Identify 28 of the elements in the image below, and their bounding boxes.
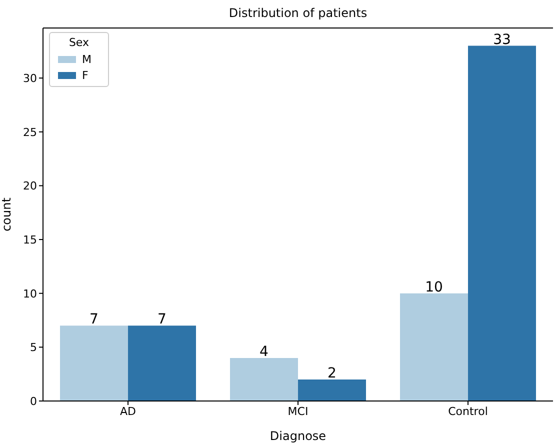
x-axis-title: Diagnose <box>270 429 326 443</box>
x-tick-label: MCI <box>288 404 308 418</box>
y-tick-label: 5 <box>30 341 37 354</box>
data-label: 10 <box>425 279 443 296</box>
bar <box>128 326 196 401</box>
legend-label: M <box>82 52 92 66</box>
data-label: 7 <box>90 312 98 328</box>
x-tick-label: Control <box>448 404 488 418</box>
chart-title: Distribution of patients <box>228 6 368 20</box>
y-tick-label: 0 <box>30 394 37 408</box>
legend-title: Sex <box>68 36 90 49</box>
bar <box>60 326 128 401</box>
bar <box>298 379 366 401</box>
x-tick-label: AD <box>120 404 136 418</box>
bar <box>230 358 298 401</box>
bar <box>400 293 468 401</box>
y-tick-label: 25 <box>23 126 37 139</box>
data-label: 7 <box>158 312 166 328</box>
data-label: 4 <box>260 344 269 360</box>
y-tick-label: 15 <box>23 233 37 246</box>
bar <box>468 46 536 401</box>
y-tick-label: 20 <box>23 180 37 193</box>
data-label: 33 <box>493 32 511 48</box>
data-label: 2 <box>328 365 336 382</box>
y-axis-title: count <box>0 197 14 232</box>
y-tick-label: 30 <box>23 72 37 85</box>
y-tick-label: 10 <box>23 287 37 300</box>
legend-label: F <box>82 68 88 82</box>
